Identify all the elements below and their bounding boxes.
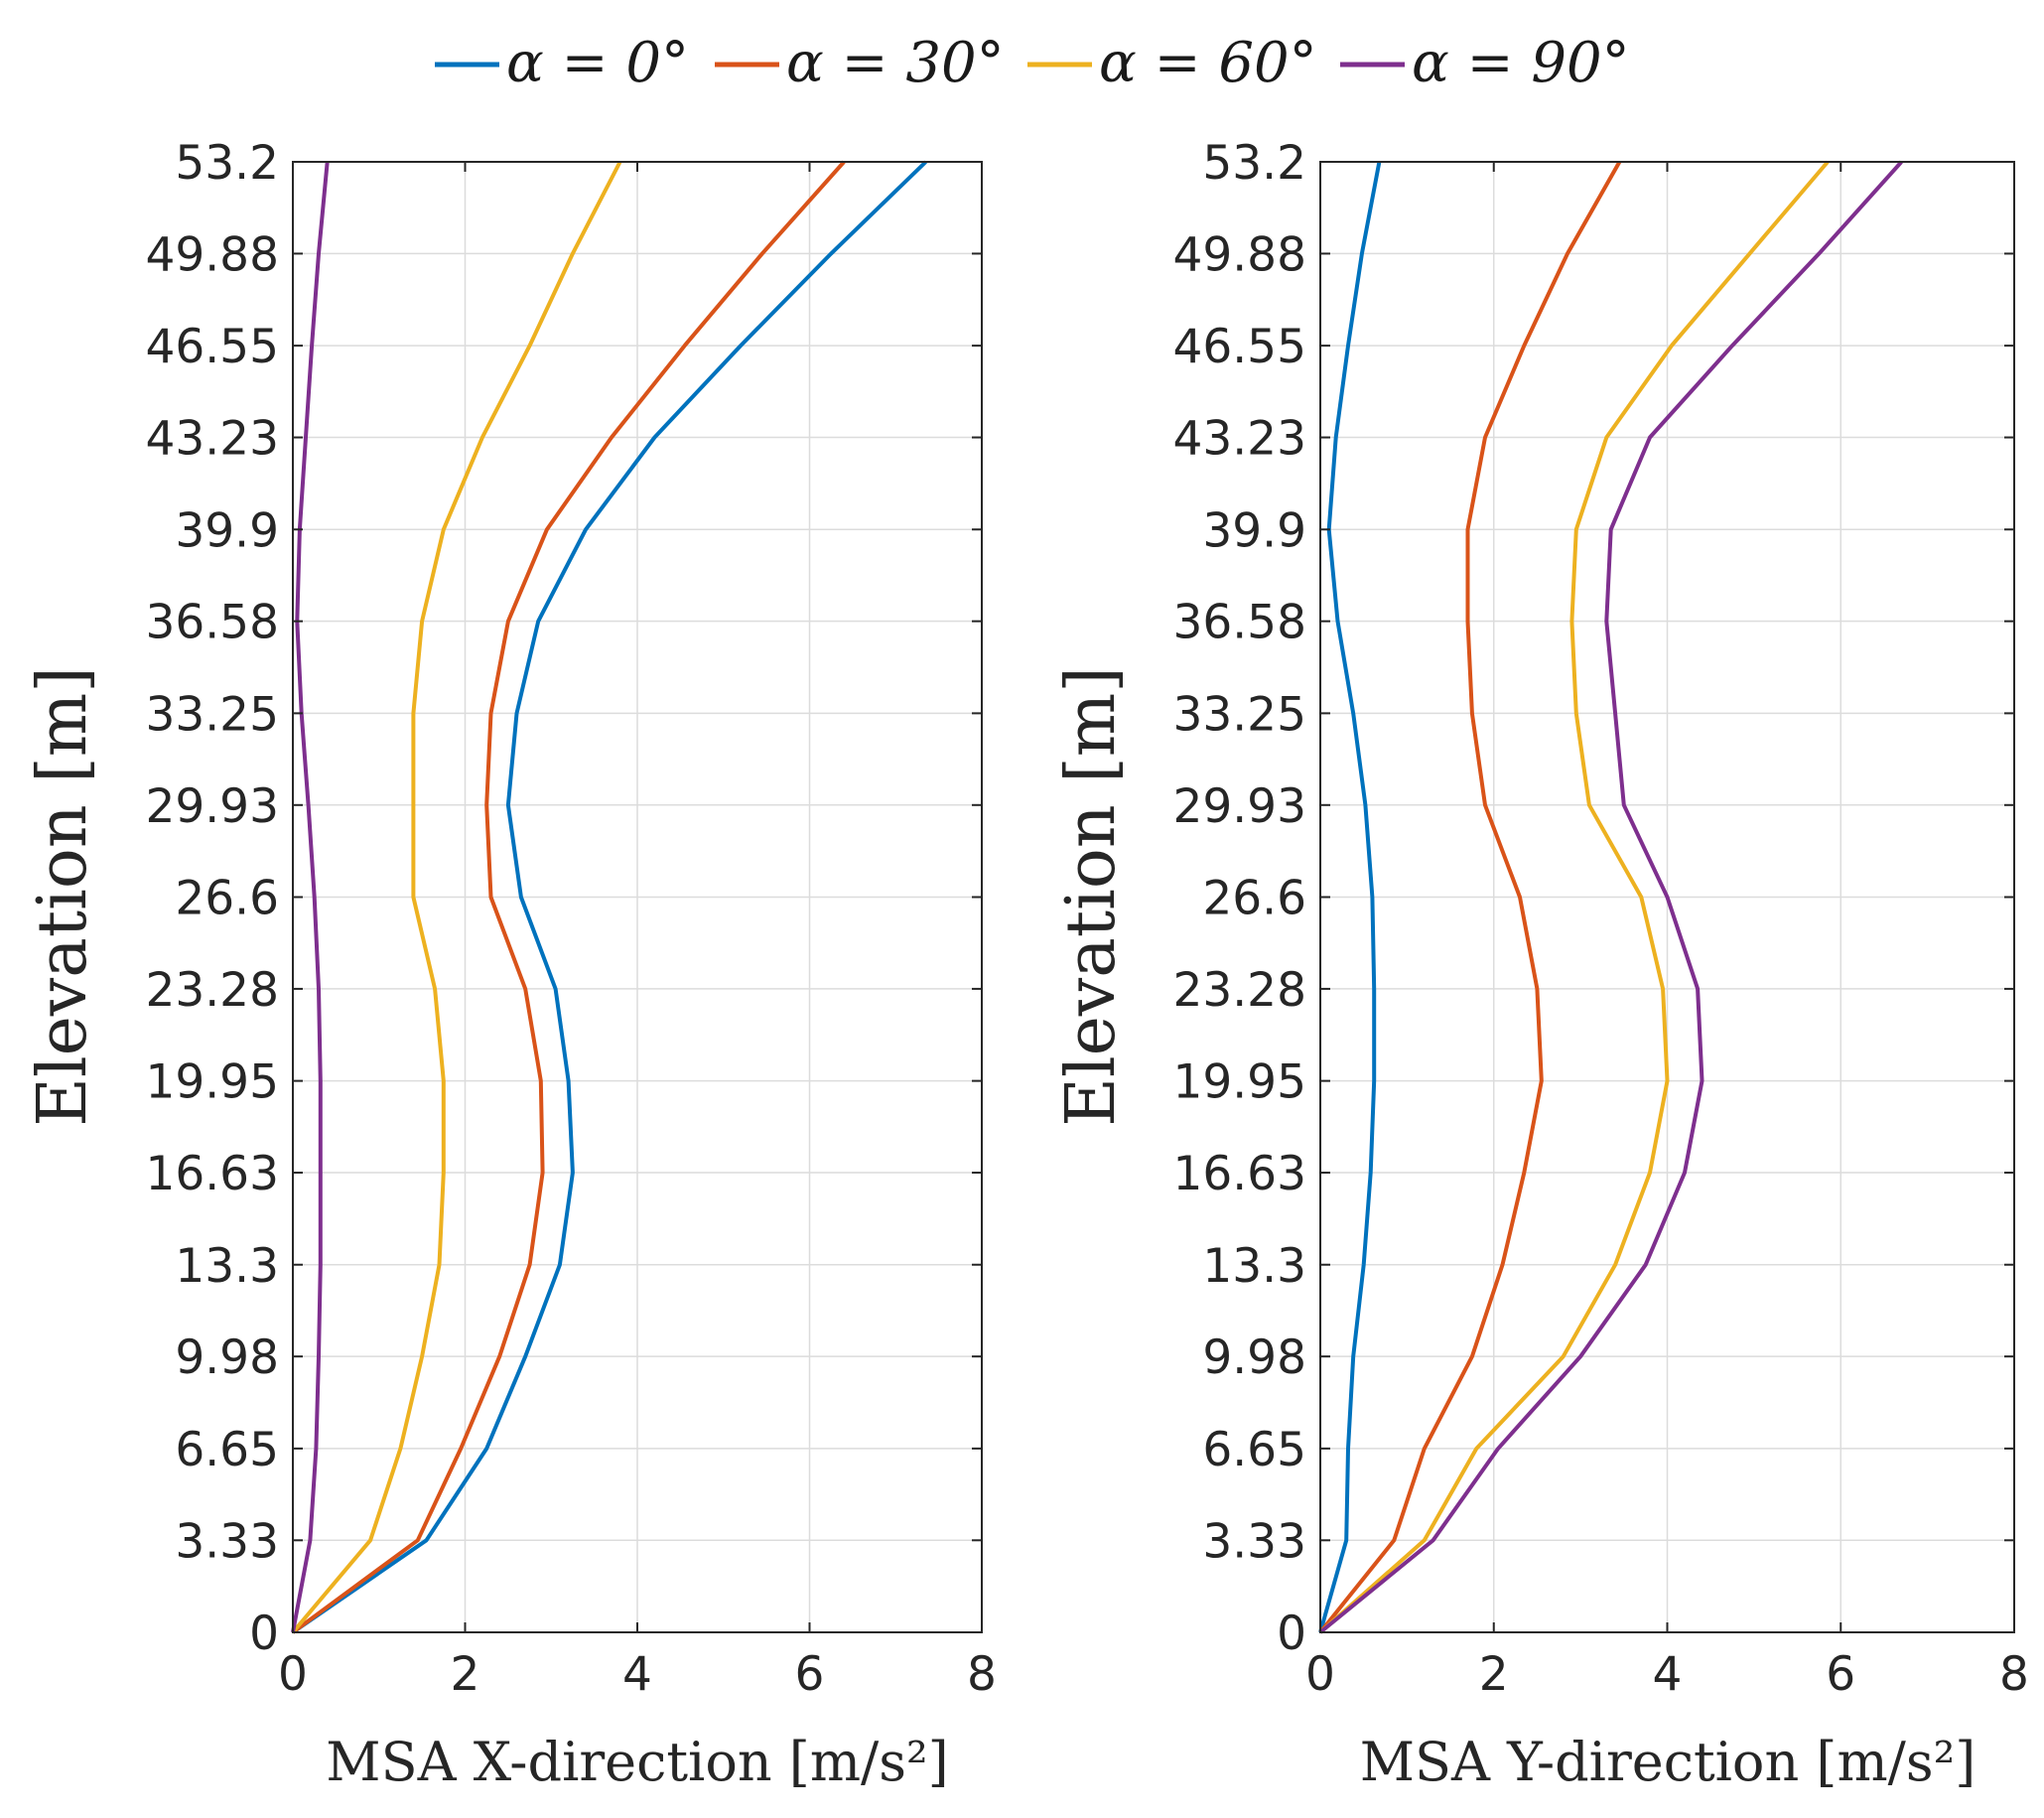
y-axis-label: Elevation [m] [24, 666, 102, 1127]
y-tick-label: 16.63 [1172, 1147, 1306, 1201]
y-tick-label: 9.98 [1202, 1330, 1306, 1385]
axis-ticks: 0 2 4 6 8 0 3.33 6.65 9.98 13.3 16.63 19.95 23.28 26.… [145, 136, 997, 1702]
series-line-alpha-60 [1318, 160, 1830, 1634]
legend-label-2: α = 60° [1099, 31, 1317, 95]
y-tick-label: 6.65 [175, 1423, 279, 1477]
legend-label-1: α = 30° [786, 31, 1005, 95]
legend-item: α = 0° [435, 31, 689, 95]
chart-panel-y-direction: 0 2 4 6 8 0 3.33 6.65 9.98 13.3 16.63 19.95 23.28 26.… [1052, 136, 2029, 1793]
y-tick-label: 36.58 [145, 596, 279, 650]
y-tick-label: 53.2 [1202, 136, 1306, 191]
y-tick-label: 43.23 [1172, 412, 1306, 467]
series-line-alpha-30 [1318, 161, 1622, 1634]
x-tick-label: 6 [795, 1647, 825, 1702]
y-tick-label: 23.28 [145, 963, 279, 1018]
y-tick-label: 29.93 [145, 779, 279, 834]
y-tick-label: 19.95 [145, 1055, 279, 1110]
y-tick-label: 13.3 [175, 1239, 279, 1294]
y-axis-label: Elevation [m] [1052, 666, 1131, 1127]
series-line-alpha-90 [1318, 160, 1903, 1634]
x-axis-label: MSA Y-direction [m/s²] [1360, 1731, 1976, 1793]
y-tick-label: 49.88 [145, 227, 279, 282]
y-tick-label: 0 [249, 1607, 279, 1661]
legend-item: α = 90° [1340, 31, 1630, 95]
y-tick-label: 43.23 [145, 412, 279, 467]
y-tick-label: 0 [1277, 1607, 1306, 1661]
x-tick-label: 4 [622, 1647, 652, 1702]
chart-panel-x-direction: 0 2 4 6 8 0 3.33 6.65 9.98 13.3 16.63 19.95 23.28 26.… [24, 136, 997, 1793]
x-tick-label: 0 [278, 1647, 308, 1702]
y-tick-label: 3.33 [175, 1514, 279, 1569]
y-tick-label: 46.55 [1172, 320, 1306, 374]
y-tick-label: 9.98 [175, 1330, 279, 1385]
x-axis-label: MSA X-direction [m/s²] [326, 1731, 948, 1793]
y-tick-label: 53.2 [175, 136, 279, 191]
legend: α = 0° α = 30° α = 60° α = 90° [435, 31, 1630, 95]
x-tick-label: 6 [1826, 1647, 1855, 1702]
y-tick-label: 13.3 [1202, 1239, 1306, 1294]
y-tick-label: 46.55 [145, 320, 279, 374]
y-tick-label: 19.95 [1172, 1055, 1306, 1110]
x-tick-label: 2 [451, 1647, 480, 1702]
series-lines [1318, 160, 1903, 1634]
y-tick-label: 26.6 [175, 872, 279, 926]
x-tick-label: 0 [1305, 1647, 1335, 1702]
legend-item: α = 60° [1027, 31, 1317, 95]
y-tick-label: 26.6 [1202, 872, 1306, 926]
series-line-alpha-0 [1318, 161, 1382, 1633]
x-tick-label: 4 [1653, 1647, 1683, 1702]
y-tick-label: 39.9 [175, 503, 279, 558]
y-tick-label: 23.28 [1172, 963, 1306, 1018]
series-lines [291, 160, 927, 1634]
series-line-alpha-60 [291, 161, 622, 1634]
axis-ticks: 0 2 4 6 8 0 3.33 6.65 9.98 13.3 16.63 19.95 23.28 26.… [1172, 136, 2029, 1702]
x-tick-label: 2 [1479, 1647, 1509, 1702]
series-line-alpha-90 [291, 161, 330, 1633]
legend-label-3: α = 90° [1412, 31, 1630, 95]
y-tick-label: 39.9 [1202, 503, 1306, 558]
y-tick-label: 33.25 [1172, 687, 1306, 742]
y-tick-label: 16.63 [145, 1147, 279, 1201]
series-line-alpha-0 [291, 160, 927, 1634]
legend-label-0: α = 0° [506, 31, 689, 95]
y-tick-label: 33.25 [145, 687, 279, 742]
y-tick-label: 36.58 [1172, 596, 1306, 650]
x-tick-label: 8 [967, 1647, 997, 1702]
y-tick-label: 29.93 [1172, 779, 1306, 834]
series-line-alpha-30 [291, 160, 846, 1634]
y-tick-label: 49.88 [1172, 227, 1306, 282]
legend-item: α = 30° [715, 31, 1005, 95]
x-tick-label: 8 [1999, 1647, 2029, 1702]
y-tick-label: 3.33 [1202, 1514, 1306, 1569]
y-tick-label: 6.65 [1202, 1423, 1306, 1477]
